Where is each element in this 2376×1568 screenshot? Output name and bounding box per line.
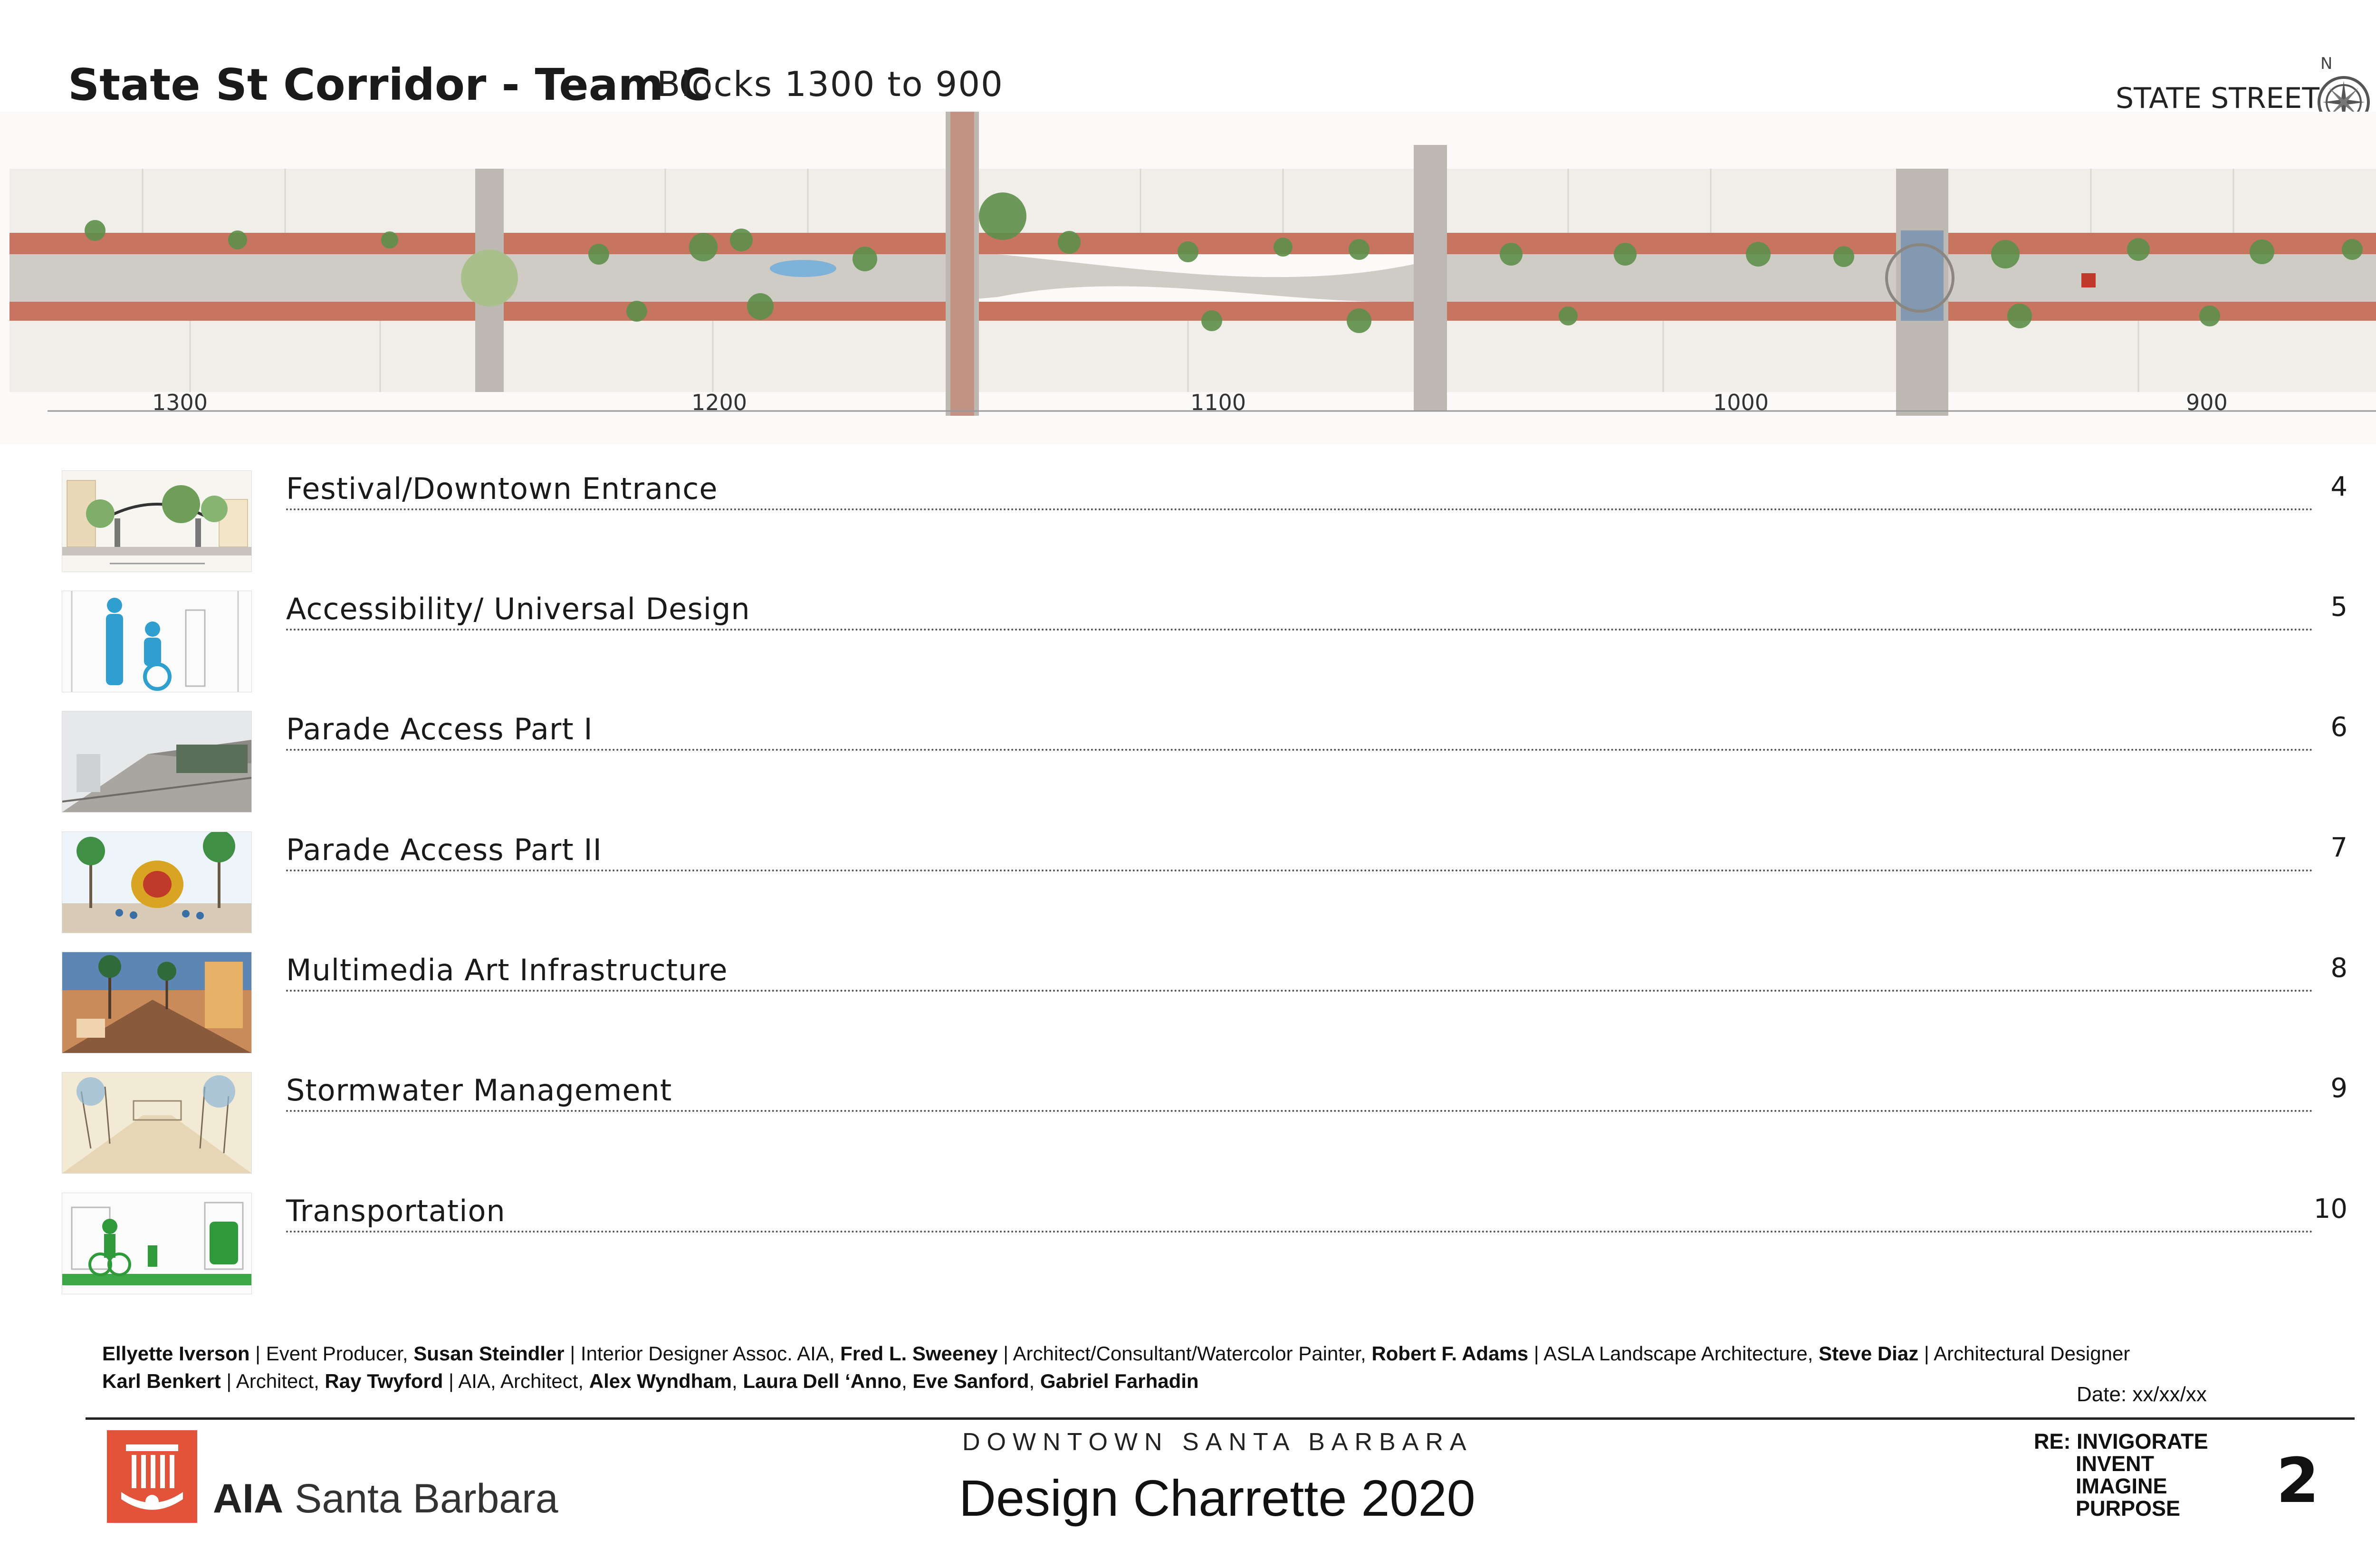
toc-leader-dots bbox=[286, 508, 2314, 510]
toc-leader-dots bbox=[286, 749, 2314, 751]
aia-santa-barbara-wordmark: AIA Santa Barbara bbox=[213, 1475, 558, 1522]
page-number: 2 bbox=[2276, 1444, 2319, 1517]
footer-divider bbox=[86, 1417, 2355, 1420]
event-location: DOWNTOWN SANTA BARBARA bbox=[962, 1428, 1473, 1456]
credit-role: | Event Producer, bbox=[249, 1342, 414, 1365]
toc-item-transportation[interactable]: Transportation 10 bbox=[62, 1193, 2347, 1295]
toc-page-number: 7 bbox=[2328, 832, 2347, 863]
date-label: Date: xx/xx/xx bbox=[2077, 1383, 2207, 1406]
street-label: STATE STREET bbox=[2116, 82, 2319, 115]
credits-line-2: Karl Benkert | Architect, Ray Twyford | … bbox=[102, 1367, 2336, 1395]
parade-palms-sketch-thumbnail bbox=[62, 832, 252, 933]
block-number-900: 900 bbox=[2186, 390, 2228, 415]
credit-role: , bbox=[901, 1370, 913, 1392]
toc-item-label: Festival/Downtown Entrance bbox=[286, 471, 720, 506]
aia-logo-icon bbox=[107, 1430, 197, 1523]
toc-leader-dots bbox=[286, 990, 2314, 992]
toc-item-label: Parade Access Part II bbox=[286, 832, 604, 867]
toc-item-label: Stormwater Management bbox=[286, 1073, 674, 1108]
credit-role: , bbox=[732, 1370, 743, 1392]
toc-page-number: 5 bbox=[2328, 592, 2347, 622]
credit-name: Robert F. Adams bbox=[1371, 1342, 1529, 1365]
credit-role: | Interior Designer Assoc. AIA, bbox=[564, 1342, 841, 1365]
tagline-line: INVENT bbox=[2076, 1452, 2155, 1476]
block-number-1000: 1000 bbox=[1713, 390, 1769, 415]
event-title: Design Charrette 2020 bbox=[959, 1469, 1475, 1527]
page-title: State St Corridor - Team C bbox=[68, 59, 711, 110]
gateway-sketch-thumbnail bbox=[62, 470, 252, 572]
tagline-line: IMAGINE bbox=[2076, 1474, 2167, 1498]
tagline-block: RE: INVIGORATE INVENT IMAGINE PURPOSE bbox=[2034, 1430, 2208, 1520]
transportation-sketch-thumbnail bbox=[62, 1193, 252, 1294]
accessibility-figures-thumbnail bbox=[62, 591, 252, 692]
toc-item-parade-part-1[interactable]: Parade Access Part I 6 bbox=[62, 711, 2347, 813]
toc-item-accessibility[interactable]: Accessibility/ Universal Design 5 bbox=[62, 591, 2347, 693]
credit-name: Ellyette Iverson bbox=[102, 1342, 250, 1365]
credit-name: Karl Benkert bbox=[102, 1370, 221, 1392]
toc-leader-dots bbox=[286, 1110, 2314, 1112]
street-plan-map bbox=[0, 112, 2376, 444]
stormwater-sketch-thumbnail bbox=[62, 1072, 252, 1174]
credit-name: Fred L. Sweeney bbox=[840, 1342, 998, 1365]
org-name: Santa Barbara bbox=[295, 1476, 558, 1521]
credit-name: Laura Dell ‘Anno bbox=[743, 1370, 902, 1392]
tagline-line: PURPOSE bbox=[2076, 1496, 2181, 1520]
credit-name: Steve Diaz bbox=[1819, 1342, 1919, 1365]
credit-role: , bbox=[1029, 1370, 1040, 1392]
block-number-1300: 1300 bbox=[152, 390, 208, 415]
toc-item-label: Parade Access Part I bbox=[286, 712, 595, 746]
tagline-line: RE: INVIGORATE bbox=[2034, 1429, 2208, 1453]
credit-name: Eve Sanford bbox=[912, 1370, 1029, 1392]
toc-leader-dots bbox=[286, 1231, 2314, 1233]
toc-page-number: 9 bbox=[2328, 1073, 2347, 1104]
credit-role: | AIA, Architect, bbox=[443, 1370, 589, 1392]
credits-line-1: Ellyette Iverson | Event Producer, Susan… bbox=[102, 1340, 2336, 1367]
credit-name: Gabriel Farhadin bbox=[1040, 1370, 1199, 1392]
credit-name: Alex Wyndham bbox=[589, 1370, 732, 1392]
toc-item-label: Transportation bbox=[286, 1194, 508, 1228]
toc-item-stormwater[interactable]: Stormwater Management 9 bbox=[62, 1072, 2347, 1174]
block-number-1100: 1100 bbox=[1190, 390, 1246, 415]
credit-role: | Architect/Consultant/Watercolor Painte… bbox=[997, 1342, 1372, 1365]
credit-name: Ray Twyford bbox=[325, 1370, 443, 1392]
toc-leader-dots bbox=[286, 629, 2314, 631]
toc-item-parade-part-2[interactable]: Parade Access Part II 7 bbox=[62, 832, 2347, 934]
compass-north-label: N bbox=[2320, 55, 2332, 73]
org-bold: AIA bbox=[213, 1476, 284, 1521]
toc-item-label: Multimedia Art Infrastructure bbox=[286, 953, 730, 987]
credit-role: | ASLA Landscape Architecture, bbox=[1528, 1342, 1819, 1365]
toc-item-multimedia-art[interactable]: Multimedia Art Infrastructure 8 bbox=[62, 952, 2347, 1054]
toc-item-festival[interactable]: Festival/Downtown Entrance 4 bbox=[62, 470, 2347, 573]
team-credits: Ellyette Iverson | Event Producer, Susan… bbox=[102, 1340, 2336, 1395]
toc-item-label: Accessibility/ Universal Design bbox=[286, 592, 752, 626]
toc-page-number: 8 bbox=[2328, 953, 2347, 984]
page-subtitle: Blocks 1300 to 900 bbox=[657, 64, 1004, 104]
toc-leader-dots bbox=[286, 870, 2314, 871]
multimedia-render-thumbnail bbox=[62, 952, 252, 1053]
credit-name: Susan Steindler bbox=[413, 1342, 565, 1365]
toc-page-number: 10 bbox=[2311, 1194, 2347, 1224]
toc-page-number: 6 bbox=[2328, 712, 2347, 743]
toc-page-number: 4 bbox=[2328, 471, 2347, 502]
parade-street-render-thumbnail bbox=[62, 711, 252, 813]
block-number-1200: 1200 bbox=[691, 390, 747, 415]
credit-role: | Architect, bbox=[220, 1370, 325, 1392]
credit-role: | Architectural Designer bbox=[1918, 1342, 2130, 1365]
